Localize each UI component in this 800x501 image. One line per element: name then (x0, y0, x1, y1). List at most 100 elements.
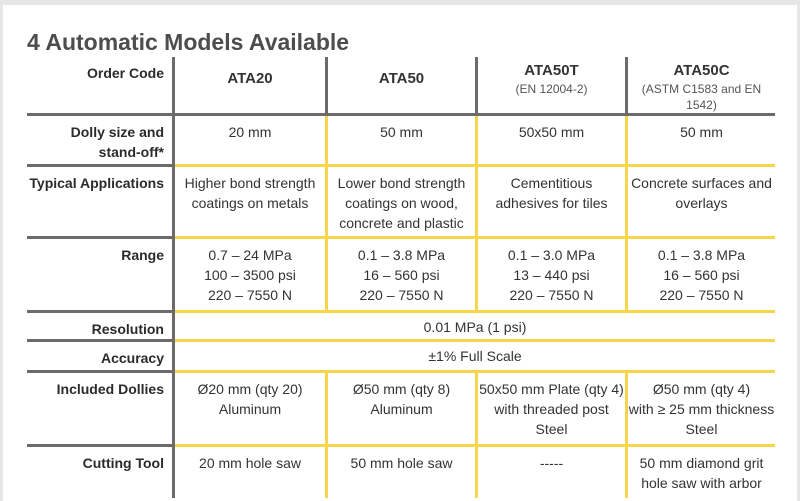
row-label: Cutting Tool (27, 447, 175, 498)
table-cell: 50 mm (625, 116, 775, 167)
row-label: Included Dollies (27, 373, 175, 447)
model-standard: (ASTM C1583 and EN 1542) (641, 82, 762, 112)
table-cell: 0.1 – 3.0 MPa 13 – 440 psi 220 – 7550 N (475, 239, 625, 313)
cell-text: Steel (535, 421, 568, 437)
model-header-ata50: ATA50 (325, 57, 475, 116)
table-cell: 0.1 – 3.8 MPa 16 – 560 psi 220 – 7550 N (625, 239, 775, 313)
model-header-ata50t: ATA50T (EN 12004-2) (475, 57, 625, 116)
table-row: Resolution 0.01 MPa (1 psi) (27, 313, 775, 342)
cell-text: 220 – 7550 N (207, 287, 293, 303)
cell-text: coatings on wood, (345, 195, 458, 211)
cell-text: Typical Applications (29, 175, 164, 191)
table-cell: Ø20 mm (qty 20) Aluminum (175, 373, 325, 447)
cell-text: 220 – 7550 N (659, 287, 744, 303)
cell-text: 0.1 – 3.0 MPa (507, 247, 596, 263)
cell-text: 20 mm (228, 124, 272, 140)
cell-text: Ø50 mm (qty 8) (352, 381, 451, 397)
cell-text: Ø50 mm (qty 4) (652, 381, 751, 397)
table-cell: Higher bond strength coatings on metals (175, 167, 325, 239)
cell-text: Lower bond strength (337, 175, 466, 191)
cell-text: 20 mm hole saw (199, 455, 301, 471)
cell-text: 50 mm diamond grit (639, 455, 764, 471)
cell-text: concrete and plastic (339, 215, 464, 231)
cell-text: 50x50 mm Plate (qty 4) (479, 381, 624, 397)
header-row: Order Code ATA20 ATA50 ATA50T (EN 12004-2) AT… (27, 57, 775, 116)
cell-text: 50 mm (380, 124, 423, 140)
spanning-cell: ±1% Full Scale (175, 342, 775, 373)
cell-text: 100 – 3500 psi (204, 267, 296, 283)
cell-text: Accuracy (100, 350, 164, 366)
cell-text: 16 – 560 psi (363, 267, 440, 283)
cell-text: Included Dollies (56, 381, 164, 397)
cell-text: stand-off* (98, 144, 164, 160)
row-label-order-code: Order Code (27, 57, 175, 116)
table-cell: 50 mm (325, 116, 475, 167)
page-title: 4 Automatic Models Available (27, 29, 350, 55)
cell-text: 50x50 mm (518, 124, 585, 140)
cell-text: Aluminum (370, 401, 433, 417)
cell-text: 0.1 – 3.8 MPa (357, 247, 446, 263)
model-header-ata50c: ATA50C (ASTM C1583 and EN 1542) (625, 57, 775, 116)
table-cell: Lower bond strength coatings on wood, conc… (325, 167, 475, 239)
cell-text: Cutting Tool (82, 455, 164, 471)
table-row: Typical Applications Higher bond strength… (27, 167, 775, 239)
cell-text: 0.01 MPa (1 psi) (423, 319, 527, 335)
model-code: ATA50 (378, 70, 425, 87)
row-label: Dolly size and stand-off* (27, 116, 175, 167)
table-cell: Ø50 mm (qty 8) Aluminum (325, 373, 475, 447)
table-row: Cutting Tool 20 mm hole saw 50 mm hole saw… (27, 447, 775, 498)
cell-text: 0.7 – 24 MPa (208, 247, 292, 263)
cell-text: Cementitious (510, 175, 593, 191)
table-cell: 50x50 mm Plate (qty 4) with threaded post… (475, 373, 625, 447)
table-cell: 20 mm (175, 116, 325, 167)
cell-text: Concrete surfaces and (631, 175, 772, 191)
cell-text: ----- (539, 455, 564, 471)
cell-text: 50 mm (680, 124, 723, 140)
cell-text: Higher bond strength (184, 175, 316, 191)
cell-text: 16 – 560 psi (663, 267, 740, 283)
cell-text: coatings on metals (191, 195, 309, 211)
cell-text: Ø20 mm (qty 20) (197, 381, 303, 397)
cell-text: with threaded post (494, 401, 609, 417)
cell-text: overlays (675, 195, 728, 211)
cell-text: Steel (685, 421, 718, 437)
cell-text: Aluminum (218, 401, 282, 417)
model-code: ATA50T (524, 62, 579, 79)
cell-text: 0.1 – 3.8 MPa (657, 247, 746, 263)
table-cell: Concrete surfaces and overlays (625, 167, 775, 239)
table-cell: 20 mm hole saw (175, 447, 325, 498)
table-cell: 50x50 mm (475, 116, 625, 167)
row-label: Range (27, 239, 175, 313)
row-label: Accuracy (27, 342, 175, 373)
table-cell: 50 mm diamond grit hole saw with arbor (625, 447, 775, 498)
table-row: Accuracy ±1% Full Scale (27, 342, 775, 373)
table-cell: 0.1 – 3.8 MPa 16 – 560 psi 220 – 7550 N (325, 239, 475, 313)
spec-card: 4 Automatic Models Available Order Code A… (3, 5, 797, 501)
cell-text: adhesives for tiles (495, 195, 608, 211)
cell-text: 50 mm hole saw (350, 455, 453, 471)
table-cell: ----- (475, 447, 625, 498)
row-label: Resolution (27, 313, 175, 342)
models-table: Order Code ATA20 ATA50 ATA50T (EN 12004-2) AT… (27, 57, 775, 498)
table-cell: 50 mm hole saw (325, 447, 475, 498)
table-row: Dolly size and stand-off* 20 mm 50 mm 50x50 … (27, 116, 775, 167)
table-cell: 0.7 – 24 MPa 100 – 3500 psi 220 – 7550 N (175, 239, 325, 313)
cell-text: Resolution (91, 321, 164, 337)
cell-text: Range (121, 247, 164, 263)
model-standard: (EN 12004-2) (515, 82, 588, 96)
row-label: Typical Applications (27, 167, 175, 239)
model-code: ATA50C (673, 62, 730, 79)
table-row: Included Dollies Ø20 mm (qty 20) Aluminum Ø… (27, 373, 775, 447)
cell-text: ±1% Full Scale (428, 348, 522, 364)
cell-text: 220 – 7550 N (509, 287, 594, 303)
model-code: ATA20 (227, 70, 273, 87)
cell-text: 13 – 440 psi (513, 267, 590, 283)
table-row: Range 0.7 – 24 MPa 100 – 3500 psi 220 – 755… (27, 239, 775, 313)
table-cell: Cementitious adhesives for tiles (475, 167, 625, 239)
spanning-cell: 0.01 MPa (1 psi) (175, 313, 775, 342)
cell-text: with ≥ 25 mm thickness (628, 401, 775, 417)
table-cell: Ø50 mm (qty 4) with ≥ 25 mm thickness Stee… (625, 373, 775, 447)
cell-text: Order Code (86, 65, 164, 81)
cell-text: Dolly size and (70, 124, 164, 140)
cell-text: hole saw with arbor (641, 475, 762, 491)
